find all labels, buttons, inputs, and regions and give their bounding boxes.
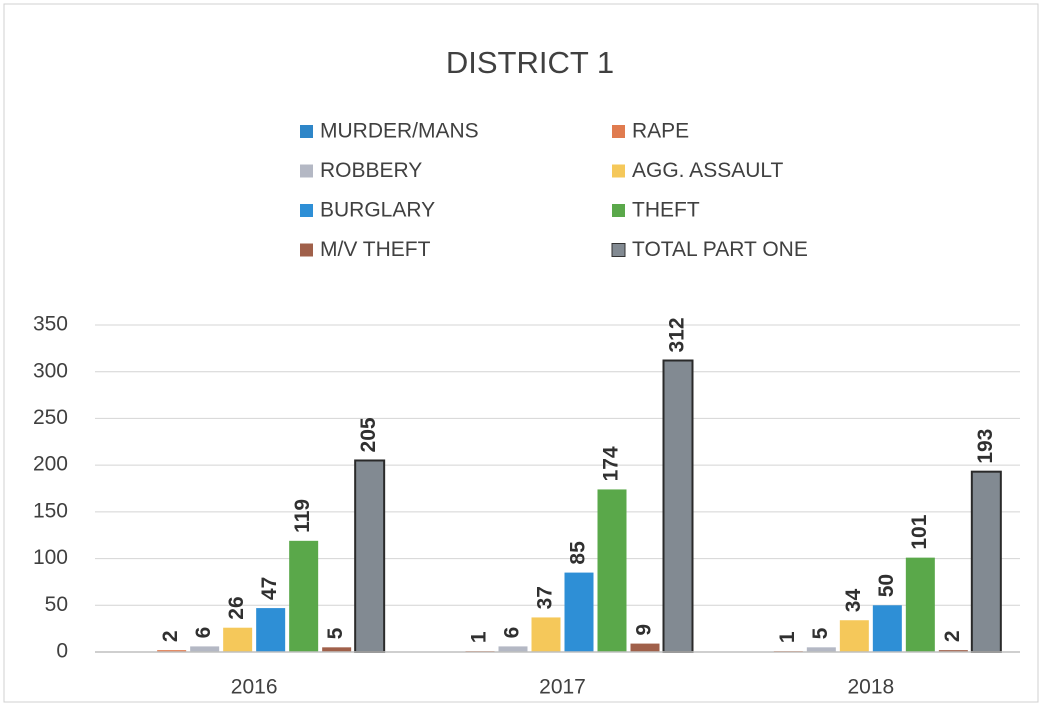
legend-label: ROBBERY — [320, 159, 422, 182]
value-label: 101 — [908, 514, 931, 549]
value-label: 5 — [324, 627, 347, 639]
legend-label: M/V THEFT — [320, 238, 431, 261]
value-label: 47 — [258, 577, 281, 600]
x-tick-label: 2017 — [539, 676, 586, 699]
value-label: 85 — [567, 541, 590, 565]
value-label: 2 — [941, 630, 964, 642]
bar — [872, 605, 902, 652]
legend-swatch — [612, 164, 625, 178]
legend-swatch — [300, 164, 313, 178]
bar — [564, 572, 594, 652]
value-label: 1 — [776, 631, 799, 643]
value-label: 6 — [501, 627, 524, 639]
y-tick-label: 300 — [33, 359, 68, 382]
y-tick-label: 100 — [33, 546, 68, 569]
bar — [223, 627, 253, 652]
value-label: 119 — [291, 499, 314, 533]
value-label: 6 — [192, 627, 215, 639]
value-label: 26 — [225, 596, 248, 619]
value-label: 1 — [468, 631, 491, 643]
bar — [289, 540, 319, 652]
legend-swatch — [300, 125, 313, 138]
legend-label: MURDER/MANS — [320, 120, 479, 143]
legend-label: RAPE — [632, 120, 689, 143]
value-label: 50 — [875, 574, 898, 597]
chart-frame — [3, 3, 1039, 703]
bar — [806, 647, 836, 652]
value-label: 312 — [666, 317, 689, 352]
bar — [970, 470, 1002, 653]
y-tick-label: 250 — [33, 406, 68, 429]
value-label: 2 — [159, 630, 182, 642]
value-label: 193 — [974, 429, 997, 464]
bar — [322, 647, 352, 652]
value-label: 174 — [600, 446, 623, 481]
bar — [839, 620, 869, 652]
y-tick-label: 150 — [33, 499, 68, 522]
x-tick-label: 2018 — [847, 676, 894, 699]
legend-label: AGG. ASSAULT — [632, 159, 783, 182]
y-tick-label: 0 — [56, 640, 68, 663]
legend-swatch — [612, 125, 625, 138]
value-label: 205 — [357, 417, 380, 452]
bar — [354, 459, 386, 653]
chart-title: DISTRICT 1 — [446, 45, 614, 80]
bar — [531, 617, 561, 652]
bar — [190, 646, 220, 652]
bar — [662, 359, 694, 653]
value-label: 9 — [633, 624, 656, 636]
legend-label: BURGLARY — [320, 199, 435, 222]
y-tick-label: 350 — [33, 313, 68, 336]
bar — [938, 650, 968, 652]
legend-label: THEFT — [632, 199, 700, 222]
value-label: 34 — [842, 589, 865, 613]
bar — [256, 608, 286, 652]
value-label: 37 — [534, 586, 557, 609]
legend-swatch — [611, 243, 626, 257]
legend-swatch — [300, 243, 313, 257]
legend-swatch — [612, 204, 625, 217]
y-tick-label: 200 — [33, 453, 68, 476]
bar — [905, 557, 935, 652]
y-tick-label: 50 — [45, 593, 68, 616]
bar — [157, 650, 187, 652]
value-label: 5 — [809, 627, 832, 639]
bar — [597, 489, 627, 652]
bar — [630, 643, 660, 652]
bar — [498, 646, 528, 652]
x-tick-label: 2016 — [231, 676, 278, 699]
legend-label: TOTAL PART ONE — [632, 238, 808, 261]
legend-swatch — [300, 204, 313, 217]
